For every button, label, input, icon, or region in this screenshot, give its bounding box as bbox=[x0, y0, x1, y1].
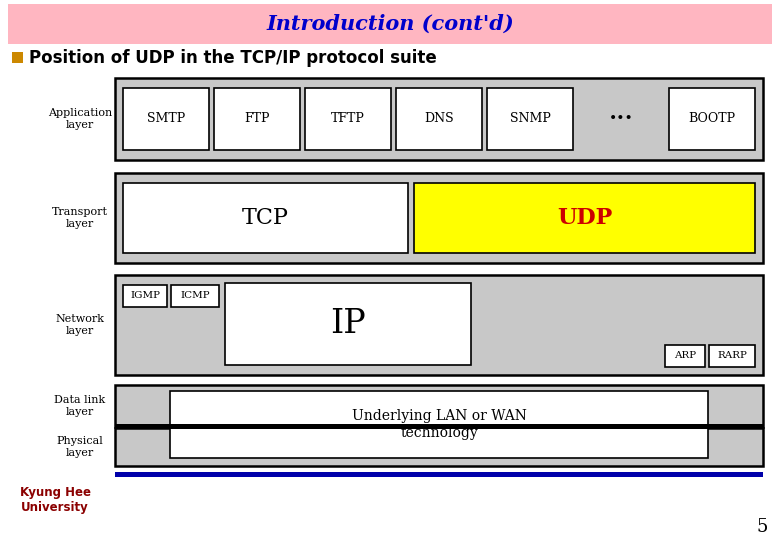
Text: TFTP: TFTP bbox=[331, 112, 365, 125]
Bar bbox=[170, 391, 708, 458]
Text: •••: ••• bbox=[608, 112, 633, 126]
Bar bbox=[12, 52, 23, 63]
Text: Physical
layer: Physical layer bbox=[57, 436, 104, 458]
Text: 5: 5 bbox=[757, 518, 768, 536]
Text: Kyung Hee
University: Kyung Hee University bbox=[20, 486, 90, 514]
Text: RARP: RARP bbox=[717, 352, 747, 361]
Bar bbox=[115, 173, 763, 263]
Text: IP: IP bbox=[330, 308, 366, 340]
Text: Application
layer: Application layer bbox=[48, 108, 112, 130]
Bar bbox=[115, 472, 763, 477]
Bar bbox=[665, 345, 705, 367]
Bar bbox=[8, 4, 772, 44]
Bar bbox=[115, 428, 763, 466]
Text: FTP: FTP bbox=[244, 112, 270, 125]
Bar bbox=[396, 88, 482, 150]
Bar bbox=[305, 88, 391, 150]
Text: DNS: DNS bbox=[424, 112, 454, 125]
Text: SNMP: SNMP bbox=[509, 112, 551, 125]
Bar bbox=[115, 385, 763, 427]
Text: IGMP: IGMP bbox=[130, 292, 160, 300]
Bar bbox=[115, 275, 763, 375]
Text: Position of UDP in the TCP/IP protocol suite: Position of UDP in the TCP/IP protocol s… bbox=[29, 49, 437, 67]
Text: SMTP: SMTP bbox=[147, 112, 185, 125]
Bar bbox=[669, 88, 755, 150]
Bar bbox=[171, 285, 219, 307]
Bar bbox=[115, 78, 763, 160]
Bar bbox=[414, 183, 755, 253]
Bar bbox=[709, 345, 755, 367]
Bar bbox=[123, 88, 209, 150]
Text: Introduction (cont'd): Introduction (cont'd) bbox=[266, 14, 514, 34]
Text: ICMP: ICMP bbox=[180, 292, 210, 300]
Bar bbox=[123, 285, 167, 307]
Bar bbox=[225, 283, 471, 365]
Text: TCP: TCP bbox=[242, 207, 289, 229]
Text: UDP: UDP bbox=[557, 207, 612, 229]
Bar bbox=[115, 424, 763, 429]
Text: ARP: ARP bbox=[674, 352, 696, 361]
Bar bbox=[214, 88, 300, 150]
Text: Underlying LAN or WAN
technology: Underlying LAN or WAN technology bbox=[352, 409, 526, 440]
Text: Transport
layer: Transport layer bbox=[52, 207, 108, 229]
Text: Data link
layer: Data link layer bbox=[55, 395, 105, 417]
Bar bbox=[487, 88, 573, 150]
Text: BOOTP: BOOTP bbox=[689, 112, 736, 125]
Bar bbox=[123, 183, 408, 253]
Text: Network
layer: Network layer bbox=[55, 314, 105, 336]
